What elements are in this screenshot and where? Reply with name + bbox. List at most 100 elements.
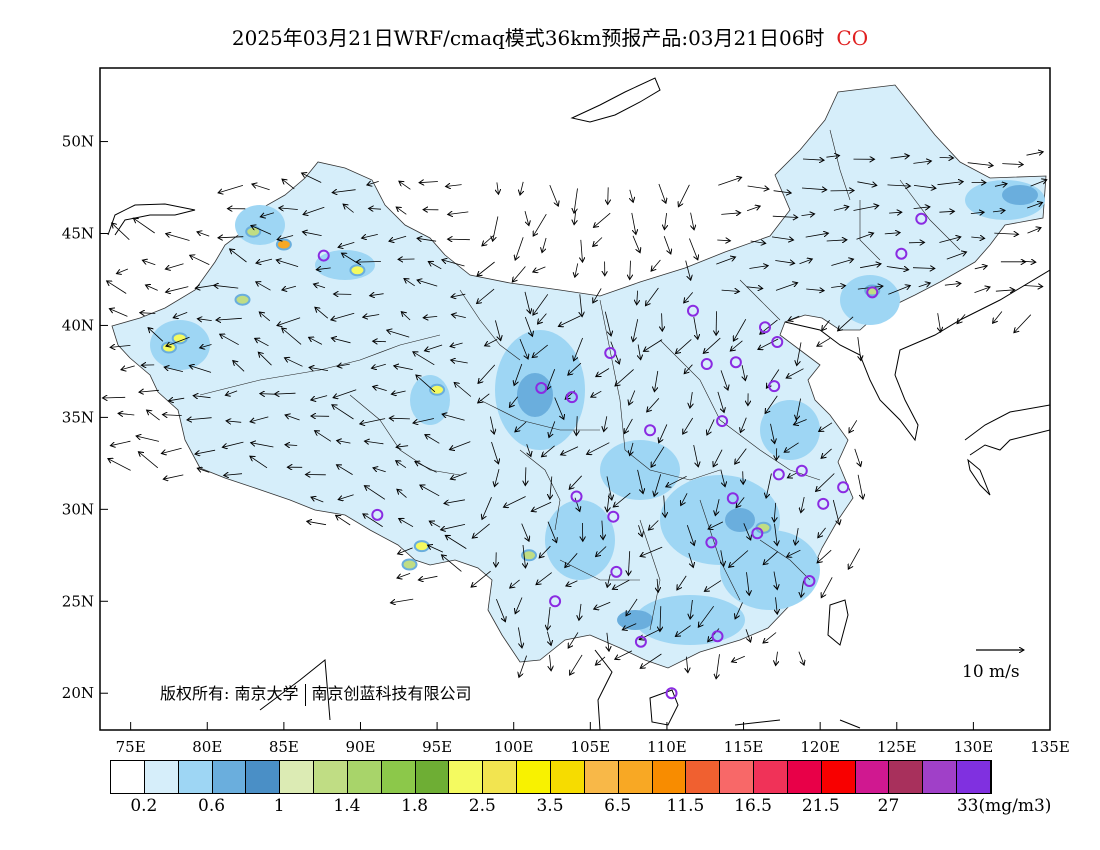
wind-arrow [136,436,159,442]
wind-arrow [576,416,577,435]
wind-arrow [732,655,745,662]
wind-arrow [200,345,212,348]
wind-arrow [717,240,730,241]
wind-arrow [524,210,529,226]
wind-arrow [303,232,322,236]
map-title: 2025年03月21日WRF/cmaq模式36km预报产品:03月21日06时 C… [0,22,1100,51]
wind-arrow [195,285,216,288]
wind-arrow [363,514,383,528]
wind-arrow [413,352,435,366]
wind-arrow [1014,314,1032,333]
city-marker [570,490,583,503]
wind-arrow [425,344,443,351]
city-marker [565,391,578,404]
wind-arrow [664,495,666,518]
wind-arrow [787,549,801,557]
wind-arrow [995,290,1015,291]
lon-label: 95E [422,738,452,756]
wind-arrow [707,419,715,435]
wind-arrow [689,238,697,260]
wind-arrow [549,184,559,206]
wind-arrow [139,390,159,392]
wind-arrow [574,210,576,225]
wind-arrow [794,419,807,425]
wind-arrow [161,447,182,453]
wind-arrow [187,418,212,420]
colorbar-label: 3.5 [536,796,564,816]
wind-arrow [693,317,698,339]
lon-label: 105E [571,738,611,756]
wind-arrow [765,395,778,414]
wind-arrow [994,233,1018,234]
city-marker [895,247,908,260]
wind-arrow [651,259,661,271]
lon-label: 115E [724,738,764,756]
colorbar-swatch [314,761,348,793]
wind-arrow [275,393,296,394]
wind-arrow [396,207,407,215]
wind-arrow [913,161,931,163]
wind-arrow [445,535,467,549]
wind-arrow [796,398,801,420]
wind-arrow [387,330,410,338]
wind-arrow [220,334,239,346]
wind-arrow [795,528,798,545]
wind-arrow [166,286,189,293]
wind-arrow [651,446,665,467]
wind-arrow [173,312,188,317]
wind-arrow [165,263,184,269]
wind-arrow [704,580,722,592]
wind-arrow [1021,261,1036,262]
wind-arrow [398,547,413,554]
wind-arrow [787,471,799,478]
colorbar-swatch [381,761,416,793]
wind-arrow [109,309,128,317]
wind-arrow [716,654,720,679]
wind-arrow [197,319,212,321]
wind-arrow [884,233,900,234]
wind-arrow [566,580,578,586]
wind-arrow [108,459,131,471]
wind-arrow [307,521,327,524]
wind-arrow [277,235,294,240]
colorbar-swatch [212,761,247,793]
wind-arrow [801,497,804,513]
wind-arrow [496,598,505,622]
lat-label: 50N [62,133,94,151]
city-marker [866,286,879,299]
wind-arrow [515,237,524,260]
hotspot [429,383,446,396]
wind-arrow [685,260,691,281]
wind-arrow [166,234,190,241]
wind-arrow [356,262,381,263]
wind-arrow [631,212,636,235]
wind-arrow [332,190,356,193]
wind-arrow [112,223,130,240]
wind-arrow [750,241,766,243]
wind-arrow [615,650,633,659]
wind-arrow [450,441,471,450]
wind-arrow [478,364,496,384]
wind-arrow [721,213,740,215]
wind-arrow [142,260,156,266]
wind-arrow [593,288,602,303]
wind-arrow [784,442,799,452]
wind-arrow [786,368,804,378]
city-marker [729,356,742,369]
wind-arrow [604,416,607,431]
wind-arrow [442,555,462,572]
wind-arrow [691,212,695,230]
wind-arrow [417,238,437,241]
wind-arrow [315,307,329,319]
city-marker [705,536,718,549]
wind-arrow [716,257,735,265]
wind-arrow [413,418,434,424]
wind-arrow [193,396,211,398]
wind-arrow [252,184,270,191]
wind-arrow [743,471,744,484]
wind-arrow [853,206,879,211]
wind-arrow [370,294,384,296]
wind-arrow [957,314,966,323]
wind-arrow [771,237,794,240]
wind-arrow [773,191,792,193]
